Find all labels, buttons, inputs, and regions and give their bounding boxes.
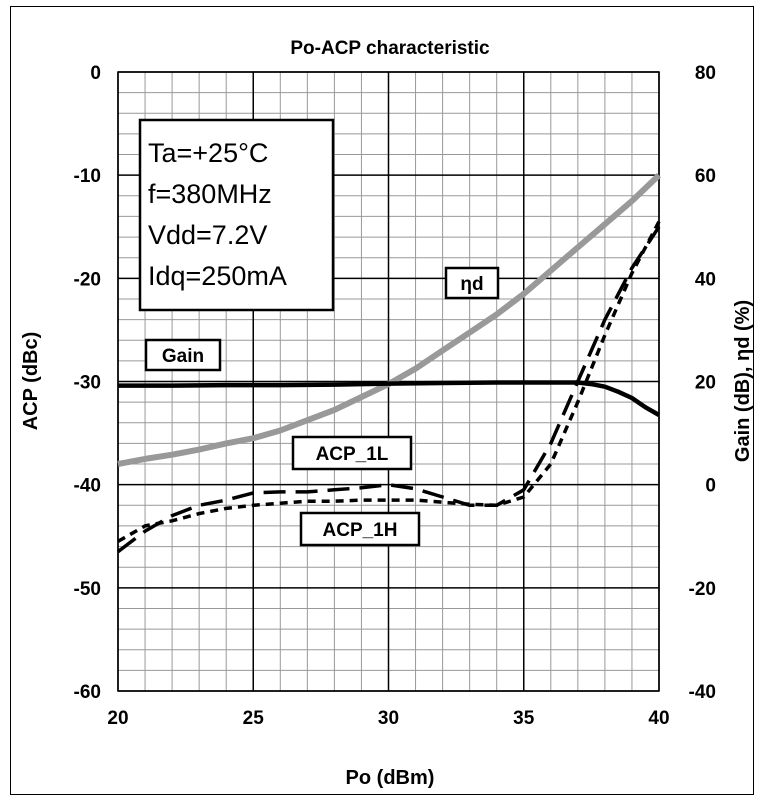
chart-title: Po-ACP characteristic	[290, 38, 490, 59]
y2-tick-label: -40	[689, 682, 716, 703]
svg-text:ηd: ηd	[460, 274, 483, 295]
y2-axis-label: Gain (dB), ηd (%)	[732, 300, 754, 462]
series-label-efficiency: ηd	[444, 266, 500, 300]
series-line-gain	[118, 380, 661, 417]
y-tick-label: -10	[74, 166, 101, 187]
svg-text:Gain: Gain	[162, 346, 204, 367]
x-tick-label: 25	[243, 708, 265, 729]
x-tick-label: 40	[648, 708, 669, 729]
y-tick-label: 0	[90, 63, 101, 84]
series-label-acp-1h: ACP_1H	[299, 511, 421, 547]
y-axis-label: ACP (dBc)	[20, 332, 42, 431]
x-tick-label: 35	[513, 708, 535, 729]
conditions-box: Ta=+25°C f=380MHz Vdd=7.2V Idq=250mA	[138, 118, 335, 312]
svg-text:ACP_1H: ACP_1H	[323, 520, 398, 541]
y2-tick-label: 80	[695, 63, 716, 84]
series-label-gain: Gain	[144, 338, 222, 372]
x-axis-label: Po (dBm)	[346, 767, 435, 789]
conditions-box-border	[138, 118, 335, 312]
condition-idq: Idq=250mA	[148, 261, 287, 291]
condition-temperature: Ta=+25°C	[148, 138, 268, 168]
series-layer	[116, 173, 662, 554]
y-tick-label: -60	[74, 682, 101, 703]
x-tick-label: 30	[378, 708, 399, 729]
plot-area-border	[117, 71, 660, 692]
y-tick-label: -40	[74, 476, 101, 497]
condition-vdd: Vdd=7.2V	[148, 220, 267, 250]
series-line-acp-1l	[116, 225, 661, 554]
svg-text:ACP_1L: ACP_1L	[316, 444, 389, 465]
y2-tick-label: 20	[695, 373, 716, 394]
y-tick-label: -30	[74, 373, 101, 394]
y2-tick-label: 40	[695, 269, 716, 290]
x-axis-ticks: 20 25 30 35 40	[107, 708, 669, 729]
chart-frame	[10, 6, 754, 795]
y2-tick-label: -20	[689, 579, 716, 600]
y-tick-label: -50	[74, 579, 101, 600]
x-tick-label: 20	[107, 708, 128, 729]
series-label-acp-1l: ACP_1L	[291, 435, 413, 471]
y2-tick-label: 60	[695, 166, 716, 187]
y2-axis-ticks: 80 60 40 20 0 -20 -40	[689, 63, 716, 703]
y-tick-label: -20	[74, 269, 101, 290]
condition-frequency: f=380MHz	[148, 179, 272, 209]
y-axis-ticks: 0 -10 -20 -30 -40 -50 -60	[74, 63, 101, 703]
y2-tick-label: 0	[705, 476, 716, 497]
